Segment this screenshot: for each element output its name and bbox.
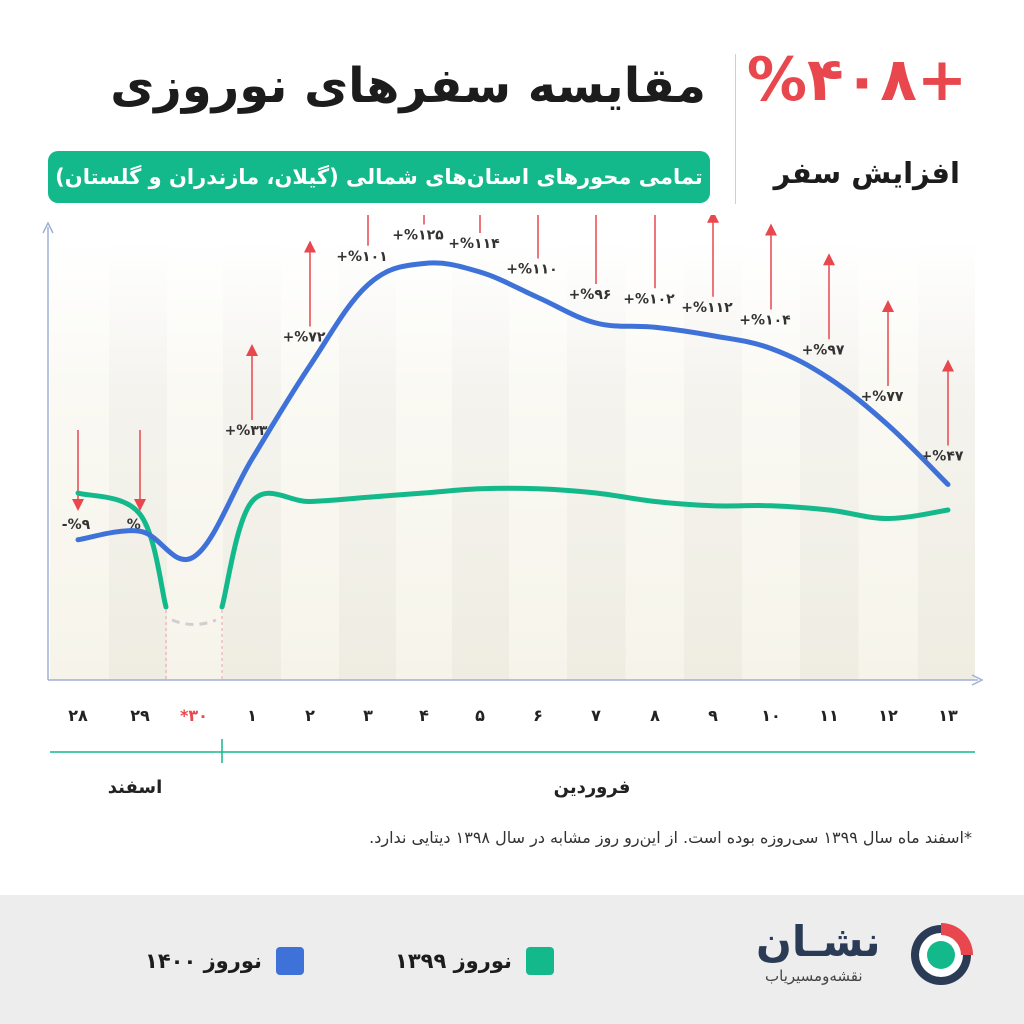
chart-title: مقایسه سفرهای نوروزی — [110, 58, 706, 114]
change-label: +%۷۷ — [861, 389, 904, 405]
column-band — [167, 240, 223, 680]
legend-swatch-1400 — [275, 947, 304, 975]
month-label-esfand: اسفند — [108, 777, 163, 798]
month-label-farvardin: فروردین — [554, 777, 631, 798]
change-label: +%۱۰۴ — [739, 313, 791, 329]
x-tick-label: ۱۳ — [938, 706, 958, 725]
column-band — [509, 240, 567, 680]
column-band — [50, 240, 109, 680]
x-tick-label: ۶ — [533, 706, 543, 725]
column-band — [567, 240, 626, 680]
x-tick-label: ۱ — [247, 706, 257, 725]
column-band — [339, 240, 396, 680]
x-axis-arrow — [971, 674, 984, 686]
y-axis-arrow — [42, 221, 54, 234]
footnote: *اسفند ماه سال ۱۳۹۹ سی‌روزه بوده است. از… — [369, 828, 972, 847]
series-1399-gap — [171, 618, 217, 626]
change-label: +%۱۰۲ — [623, 291, 675, 307]
x-tick-label: ۱۱ — [819, 706, 839, 725]
axes — [42, 221, 984, 686]
change-label: +%۱۰۱ — [336, 249, 387, 265]
x-tick-label: *۳۰ — [180, 706, 208, 725]
x-axis-ticks: ۲۸ ۲۹ *۳۰ ۱ ۲ ۳ ۴ ۵ ۶ ۷ ۸ ۹ ۱۰ ۱۱ ۱۲ ۱۳ — [68, 706, 958, 725]
headline-caption: افزایش سفر — [773, 156, 960, 190]
change-label: +%۹۶ — [569, 287, 612, 303]
x-tick-label: ۲۹ — [130, 706, 150, 725]
subtitle-text: تمامی محورهای استان‌های شمالی (گیلان، ما… — [55, 165, 703, 189]
column-band — [625, 240, 684, 680]
change-label: +%۴۷ — [921, 449, 964, 465]
header-divider — [735, 54, 736, 204]
legend-item-1399: نوروز ۱۳۹۹ — [395, 947, 554, 975]
x-tick-label: ۷ — [591, 706, 601, 725]
legend-bar: نوروز ۱۳۹۹ نوروز ۱۴۰۰ نشـان نقشه‌ومسیریا… — [0, 895, 1024, 1024]
legend-label-1400: نوروز ۱۴۰۰ — [145, 949, 262, 973]
column-band — [684, 240, 742, 680]
series-lines — [75, 260, 951, 626]
change-label: +%۱۱۲ — [681, 300, 733, 316]
column-bands — [50, 240, 975, 680]
brand-name: نشـان — [756, 917, 881, 966]
x-tick-label: ۸ — [650, 706, 660, 725]
subtitle-badge: تمامی محورهای استان‌های شمالی (گیلان، ما… — [48, 151, 710, 203]
x-tick-label: ۱۲ — [878, 706, 898, 725]
x-tick-label: ۵ — [475, 706, 485, 725]
change-arrows — [72, 215, 954, 511]
series-1399-line-a — [75, 490, 169, 610]
change-label: +%۱۱۴ — [448, 236, 500, 252]
x-tick-label: ۳ — [363, 706, 373, 725]
brand-logo-icon — [911, 923, 973, 985]
legend-swatch-1399 — [525, 947, 554, 975]
series-1400-line — [75, 260, 951, 562]
line-chart: -%۹ %۰+%۳۳+%۷۲+%۱۰۱+%۱۲۵+%۱۱۴+%۱۱۰+%۹۶ +%۱… — [42, 215, 984, 798]
column-band — [742, 240, 800, 680]
column-band — [109, 240, 167, 680]
x-tick-label: ۲۸ — [68, 706, 88, 725]
change-label: +%۳۳ — [225, 423, 268, 439]
headline-percent: +%۴۰۸ — [746, 45, 968, 115]
change-labels: -%۹ %۰+%۳۳+%۷۲+%۱۰۱+%۱۲۵+%۱۱۴+%۱۱۰+%۹۶ +%۱… — [62, 228, 964, 534]
change-label: +%۷۲ — [283, 330, 326, 346]
column-band — [396, 240, 452, 680]
x-tick-label: ۹ — [708, 706, 718, 725]
legend-item-1400: نوروز ۱۴۰۰ — [145, 947, 304, 975]
series-1399-line-b — [219, 485, 951, 610]
legend-label-1399: نوروز ۱۳۹۹ — [395, 949, 512, 973]
brand-tagline: نقشه‌ومسیریاب — [765, 967, 863, 985]
change-label: +%۱۲۵ — [392, 228, 444, 244]
x-tick-label: ۱۰ — [761, 706, 781, 725]
column-band — [452, 240, 509, 680]
month-axis: اسفند فروردین — [50, 739, 975, 798]
change-label: +%۹۷ — [802, 342, 845, 358]
change-label: +%۱۱۰ — [506, 262, 557, 278]
x-tick-label: ۲ — [305, 706, 315, 725]
x-tick-label: ۴ — [419, 706, 429, 725]
change-label: -%۹ — [62, 517, 91, 533]
